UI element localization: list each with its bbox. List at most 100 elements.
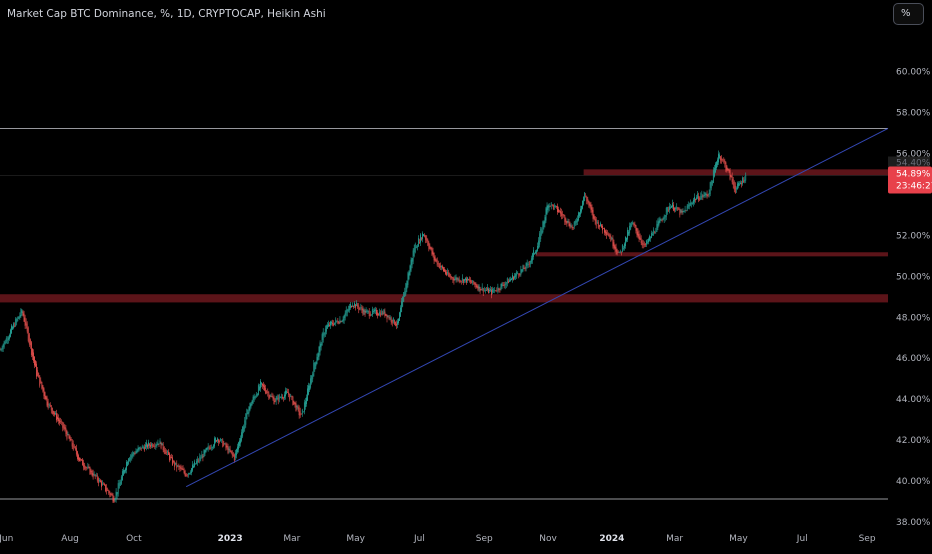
candle-body: [605, 230, 606, 233]
candle-body: [181, 468, 182, 469]
candle-body: [122, 471, 123, 480]
candle-body: [273, 397, 274, 399]
candle-body: [471, 281, 472, 283]
candle-body: [199, 457, 200, 461]
candle-body: [22, 311, 23, 313]
candle-body: [505, 284, 506, 286]
support-zone[interactable]: [536, 252, 888, 256]
candle-body: [23, 312, 24, 316]
candle-body: [270, 396, 271, 397]
candle-body: [361, 308, 362, 311]
candle-body: [98, 478, 99, 483]
candle-body: [303, 411, 304, 412]
candle-body: [712, 181, 713, 185]
candle-body: [341, 321, 342, 322]
candle-body: [697, 194, 698, 199]
candle-body: [78, 455, 79, 460]
candle-body: [274, 398, 275, 405]
candle-body: [282, 397, 283, 398]
candle-body: [48, 401, 49, 407]
candle-body: [117, 492, 118, 495]
candle-body: [54, 412, 55, 414]
candle-body: [564, 215, 565, 222]
candle-body: [161, 442, 162, 448]
candle-body: [404, 291, 405, 297]
candle-body: [596, 219, 597, 226]
candle-body: [540, 229, 541, 239]
candle-body: [205, 450, 206, 453]
candle-body: [358, 306, 359, 310]
candle-body: [192, 465, 193, 471]
candle-body: [476, 284, 477, 287]
candle-body: [356, 303, 357, 306]
candle-body: [507, 278, 508, 283]
candle-body: [354, 303, 355, 306]
candle-body: [280, 397, 281, 398]
candle-body: [39, 375, 40, 385]
candle-body: [599, 225, 600, 227]
candle-body: [742, 178, 743, 184]
candle-body: [25, 318, 26, 326]
candle-body: [526, 263, 527, 268]
candle-body: [340, 320, 341, 323]
candle-body: [60, 421, 61, 422]
candle-body: [196, 461, 197, 464]
candle-body: [622, 245, 623, 252]
candle-body: [729, 169, 730, 171]
candle-body: [218, 440, 219, 443]
trendline[interactable]: [186, 128, 888, 486]
candle-body: [699, 198, 700, 199]
candle-body: [334, 323, 335, 325]
candle-body: [94, 474, 95, 475]
candle-body: [244, 420, 245, 429]
candle-body: [256, 394, 257, 397]
candle-body: [686, 210, 687, 211]
candle-body: [184, 469, 185, 473]
candle-body: [170, 457, 171, 458]
candle-body: [79, 457, 80, 461]
candle-body: [713, 170, 714, 183]
candle-body: [307, 388, 308, 400]
support-zone[interactable]: [584, 169, 888, 175]
candle-body: [556, 206, 557, 207]
candle-body: [320, 342, 321, 351]
candle-body: [487, 288, 488, 291]
x-tick-label: 2024: [599, 534, 624, 544]
support-zone[interactable]: [0, 294, 888, 302]
candle-body: [723, 160, 724, 162]
candle-body: [383, 310, 384, 314]
candle-body: [96, 475, 97, 476]
percent-scale-button[interactable]: %: [893, 3, 924, 25]
candle-body: [324, 333, 325, 336]
candle-body: [595, 217, 596, 222]
candle-body: [5, 342, 6, 344]
candle-body: [128, 459, 129, 464]
candle-body: [152, 445, 153, 447]
candle-body: [145, 445, 146, 449]
candle-body: [642, 241, 643, 246]
candle-body: [663, 218, 664, 220]
y-tick-label: 44.00%: [896, 395, 931, 405]
candle-body: [601, 224, 602, 227]
candle-body: [15, 319, 16, 326]
candle-body: [176, 463, 177, 468]
candle-body: [292, 397, 293, 405]
candle-body: [559, 211, 560, 212]
candle-body: [121, 477, 122, 484]
candle-body: [284, 395, 285, 399]
candle-body: [387, 315, 388, 319]
candle-body: [140, 447, 141, 449]
candle-body: [257, 394, 258, 396]
candle-body: [668, 210, 669, 211]
candle-body: [448, 273, 449, 276]
candle-body: [216, 440, 217, 441]
candle-body: [363, 309, 364, 314]
candle-body: [482, 287, 483, 290]
y-tick-label: 52.00%: [896, 231, 931, 241]
candle-body: [495, 290, 496, 291]
candle-body: [359, 308, 360, 309]
candle-body: [382, 313, 383, 315]
candle-body: [467, 278, 468, 281]
